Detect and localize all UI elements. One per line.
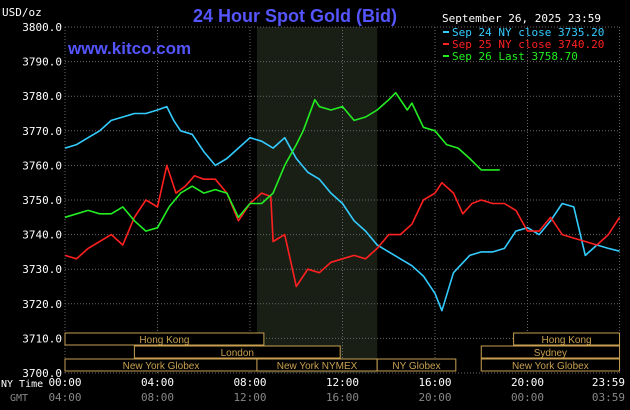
y-tick-label: 3760.0 — [22, 159, 62, 172]
x-tick-label-gmt: 04:00 — [48, 391, 81, 404]
market-session-bar — [133, 345, 341, 359]
x-tick-label-ny: 00:00 — [48, 376, 81, 389]
series-layer — [64, 91, 621, 312]
y-tick-label: 3700.0 — [22, 367, 62, 380]
y-tick-label: 3730.0 — [22, 263, 62, 276]
market-session-label: London — [221, 348, 254, 359]
y-tick-label: 3790.0 — [22, 56, 62, 69]
market-session-label: New York Globex — [512, 361, 589, 372]
x-tick-label-gmt: 08:00 — [141, 391, 174, 404]
ny-time-row-label: NY Time — [1, 379, 43, 390]
y-tick-label: 3710.0 — [22, 332, 62, 345]
market-session-label: New York NYMEX — [277, 361, 358, 372]
x-tick-label-ny: 20:00 — [511, 376, 544, 389]
x-tick-label-ny: 16:00 — [418, 376, 451, 389]
market-session-label: New York Globex — [123, 361, 200, 372]
market-session-label: NY Globex — [392, 361, 440, 372]
y-tick-label: 3720.0 — [22, 298, 62, 311]
market-session-label: Sydney — [534, 348, 567, 359]
legend-label: Sep 25 NY close 3740.20 — [452, 38, 604, 51]
axis-layer: 3800.0 3790.0 3780.0 3770.0 3760.0 3750.0 3740… — [22, 21, 625, 404]
series-line-3 — [64, 91, 500, 232]
y-tick-label: 3740.0 — [22, 229, 62, 242]
y-axis-unit-label: USD/oz — [2, 6, 42, 19]
grid-layer — [64, 26, 621, 374]
x-tick-label-gmt: 00:00 — [511, 391, 544, 404]
x-tick-label-ny: 08:00 — [233, 376, 266, 389]
x-tick-label-gmt: 12:00 — [233, 391, 266, 404]
market-session-label: Hong Kong — [542, 335, 592, 346]
market-session-label: Hong Kong — [139, 335, 189, 346]
date-label: September 26, 2025 23:59 — [442, 12, 601, 25]
gmt-row-label: GMT — [10, 393, 28, 404]
market-session-bar — [513, 332, 621, 346]
y-tick-label: 3750.0 — [22, 194, 62, 207]
y-tick-label: 3780.0 — [22, 90, 62, 103]
market-session-bar — [480, 358, 621, 372]
market-session-bar — [376, 358, 457, 372]
chart-title: 24 Hour Spot Gold (Bid) — [193, 6, 397, 26]
x-tick-label-ny: 23:59 — [592, 376, 625, 389]
y-tick-label: 3800.0 — [22, 21, 62, 34]
x-tick-label-gmt: 20:00 — [418, 391, 451, 404]
market-hours-bars: Hong Kong Hong Kong London Sydney New York G… — [64, 332, 621, 372]
x-tick-label-gmt: 03:59 — [592, 391, 625, 404]
series-line-2 — [64, 164, 621, 288]
x-tick-label-ny: 04:00 — [141, 376, 174, 389]
y-tick-label: 3770.0 — [22, 125, 62, 138]
x-tick-label-ny: 12:00 — [326, 376, 359, 389]
market-session-bar — [64, 332, 265, 346]
x-tick-label-gmt: 16:00 — [326, 391, 359, 404]
market-session-bar — [480, 345, 621, 359]
legend-label: Sep 24 NY close 3735.20 — [452, 26, 604, 39]
watermark-text: www.kitco.com — [67, 39, 191, 58]
legend-label: Sep 26 Last 3758.70 — [452, 50, 578, 63]
